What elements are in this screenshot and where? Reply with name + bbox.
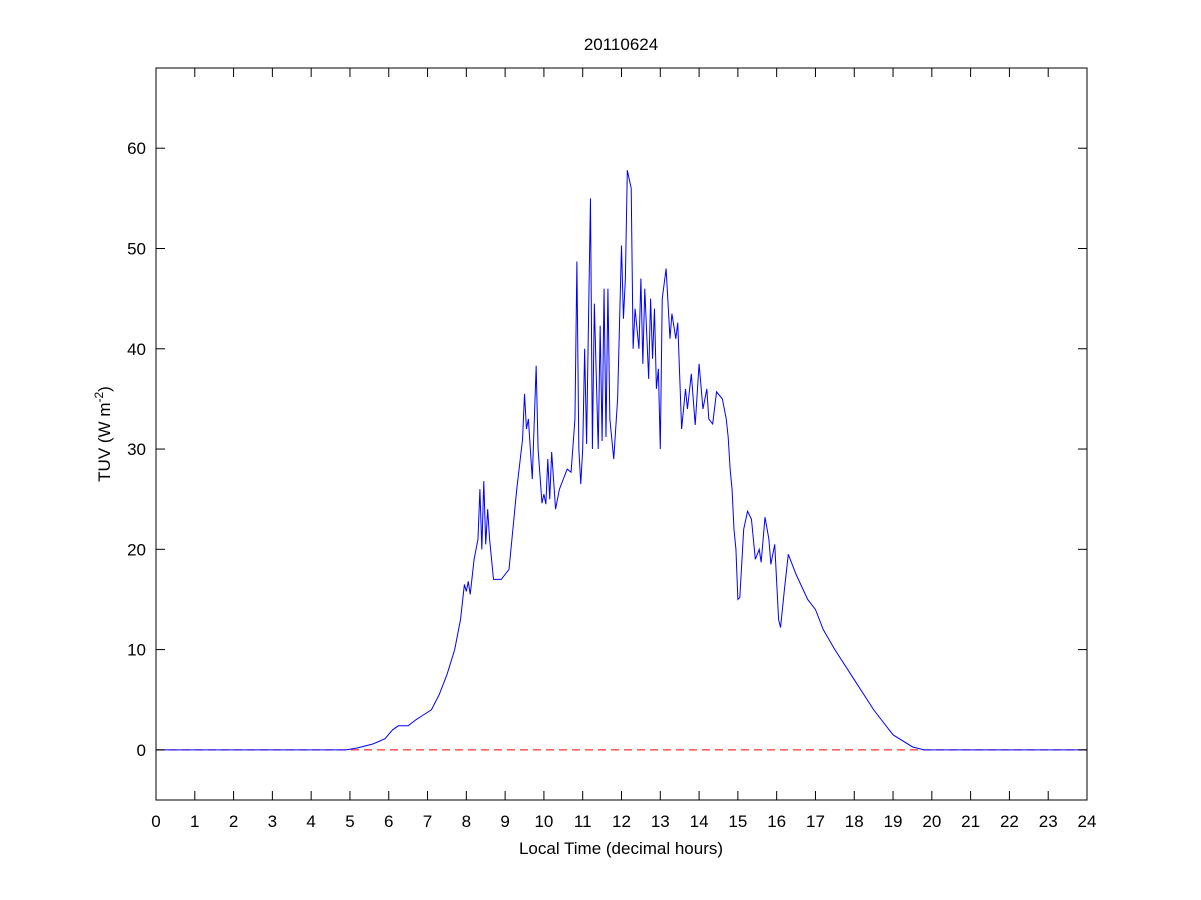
x-tick-label: 17	[806, 812, 825, 831]
y-tick-label: 10	[127, 641, 146, 660]
x-tick-label: 11	[574, 812, 592, 831]
y-axis-label: TUV (W m-2)	[92, 386, 114, 482]
x-axis-label: Local Time (decimal hours)	[519, 839, 723, 858]
y-tick-label: 30	[127, 440, 146, 459]
x-tick-label: 10	[534, 812, 553, 831]
y-tick-label: 20	[127, 540, 146, 559]
x-tick-label: 23	[1039, 812, 1058, 831]
x-tick-label: 0	[151, 812, 160, 831]
x-tick-label: 4	[306, 812, 315, 831]
y-tick-label: 40	[127, 340, 146, 359]
y-tick-label: 50	[127, 239, 146, 258]
y-label-main: TUV (W m	[95, 403, 114, 482]
x-tick-label: 24	[1078, 812, 1097, 831]
data-line	[156, 170, 1087, 751]
y-tick-label: 60	[127, 139, 146, 158]
x-tick-label: 15	[728, 812, 747, 831]
x-tick-label: 8	[462, 812, 471, 831]
x-tick-label: 19	[884, 812, 903, 831]
x-tick-label: 3	[268, 812, 277, 831]
x-tick-label: 13	[651, 812, 670, 831]
x-tick-label: 2	[229, 812, 238, 831]
y-label-end: )	[95, 386, 114, 392]
x-tick-label: 22	[1000, 812, 1019, 831]
y-label-sup: -2	[92, 392, 106, 403]
x-tick-label: 20	[922, 812, 941, 831]
x-tick-label: 9	[500, 812, 509, 831]
x-tick-label: 21	[961, 812, 980, 831]
x-tick-label: 14	[690, 812, 709, 831]
x-tick-label: 18	[845, 812, 864, 831]
x-tick-label: 12	[612, 812, 631, 831]
x-tick-label: 1	[190, 812, 199, 831]
x-tick-label: 5	[345, 812, 354, 831]
y-tick-label: 0	[137, 741, 146, 760]
x-tick-label: 16	[767, 812, 786, 831]
chart-title: 20110624	[584, 35, 658, 54]
x-tick-label: 7	[423, 812, 432, 831]
x-tick-label: 6	[384, 812, 393, 831]
